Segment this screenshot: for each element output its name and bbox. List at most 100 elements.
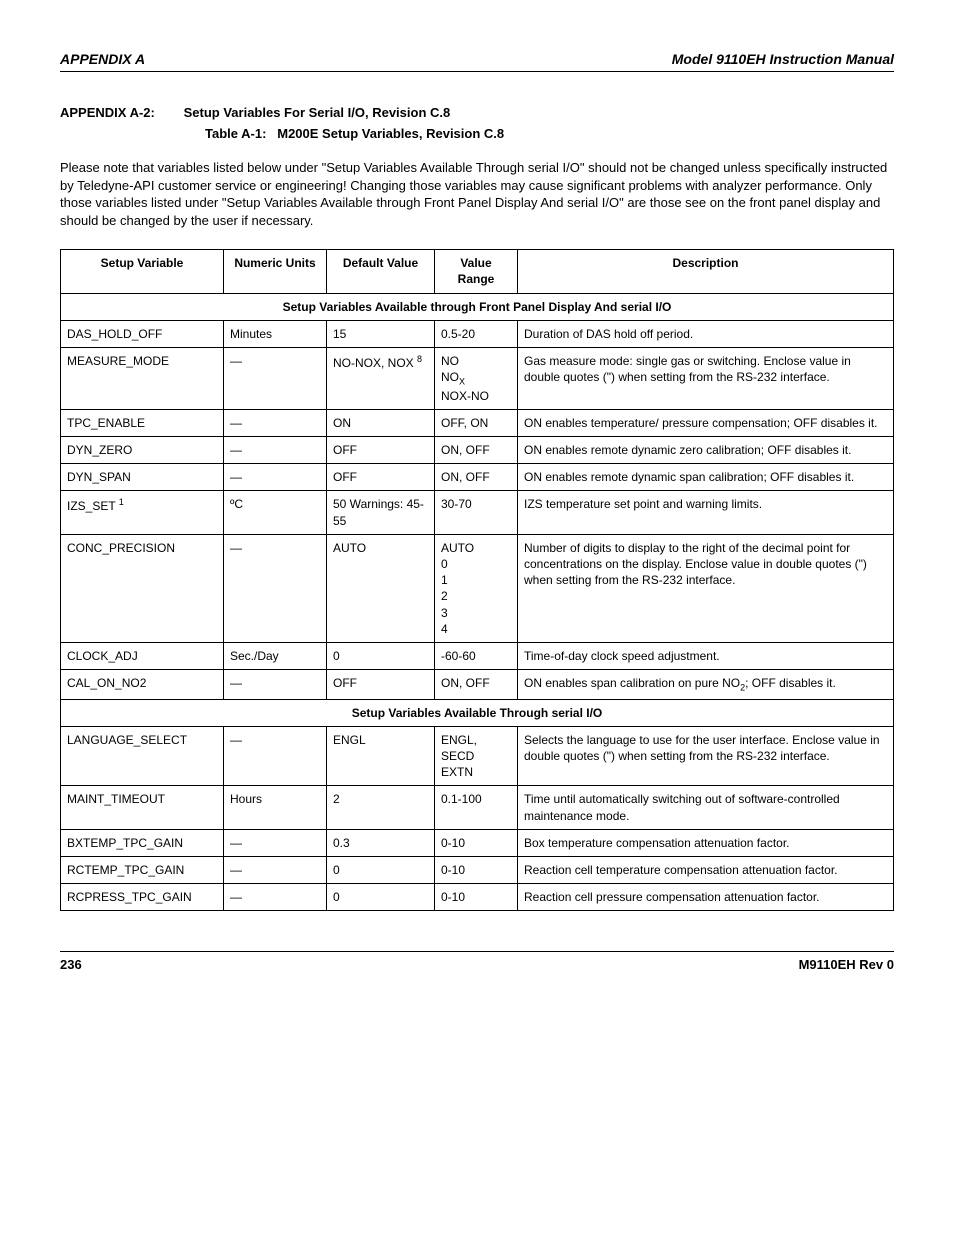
table-cell: RCPRESS_TPC_GAIN [61,884,224,911]
table-row: RCTEMP_TPC_GAIN—00-10Reaction cell tempe… [61,856,894,883]
table-cell: ENGL [327,726,435,786]
header-left: APPENDIX A [60,50,145,69]
table-cell: ENGL, SECDEXTN [435,726,518,786]
table-row: DYN_ZERO—OFFON, OFFON enables remote dyn… [61,437,894,464]
table-section-row: Setup Variables Available through Front … [61,293,894,320]
table-cell: ON, OFF [435,670,518,700]
table-cell: 0.1-100 [435,786,518,829]
table-cell: 0.3 [327,829,435,856]
table-cell: ºC [224,491,327,534]
table-cell: ON, OFF [435,437,518,464]
table-row: MEASURE_MODE—NO-NOX, NOX 8NONOXNOX-NOGas… [61,347,894,409]
table-cell: — [224,884,327,911]
table-cell: CLOCK_ADJ [61,642,224,669]
table-cell: TPC_ENABLE [61,409,224,436]
table-cell: Box temperature compensation attenuation… [518,829,894,856]
table-cell: AUTO [327,534,435,642]
table-cell: Selects the language to use for the user… [518,726,894,786]
table-row: IZS_SET 1ºC50 Warnings: 45-5530-70IZS te… [61,491,894,534]
appendix-number: APPENDIX A-2: [60,104,180,122]
table-cell: — [224,347,327,409]
page-header: APPENDIX A Model 9110EH Instruction Manu… [60,50,894,72]
table-cell: Duration of DAS hold off period. [518,320,894,347]
table-cell: ON enables temperature/ pressure compens… [518,409,894,436]
table-cell: 0.5-20 [435,320,518,347]
table-cell: AUTO01234 [435,534,518,642]
table-title: M200E Setup Variables, Revision C.8 [277,126,504,141]
table-row: CAL_ON_NO2—OFFON, OFFON enables span cal… [61,670,894,700]
table-row: DYN_SPAN—OFFON, OFFON enables remote dyn… [61,464,894,491]
table-cell: — [224,670,327,700]
table-cell: 50 Warnings: 45-55 [327,491,435,534]
col-numeric-units: Numeric Units [224,250,327,293]
table-cell: NONOXNOX-NO [435,347,518,409]
table-row: LANGUAGE_SELECT—ENGLENGL, SECDEXTNSelect… [61,726,894,786]
table-cell: 0-10 [435,884,518,911]
table-cell: Hours [224,786,327,829]
table-cell: ON enables span calibration on pure NO2;… [518,670,894,700]
table-number: Table A-1: [205,126,266,141]
table-cell: MEASURE_MODE [61,347,224,409]
table-cell: 0 [327,642,435,669]
table-cell: 30-70 [435,491,518,534]
table-cell: -60-60 [435,642,518,669]
table-header-row: Setup Variable Numeric Units Default Val… [61,250,894,293]
table-cell: OFF [327,464,435,491]
table-cell: CONC_PRECISION [61,534,224,642]
table-cell: — [224,464,327,491]
table-cell: OFF, ON [435,409,518,436]
table-row: BXTEMP_TPC_GAIN—0.30-10Box temperature c… [61,829,894,856]
table-cell: — [224,726,327,786]
table-cell: LANGUAGE_SELECT [61,726,224,786]
table-cell: ON [327,409,435,436]
table-row: DAS_HOLD_OFFMinutes150.5-20Duration of D… [61,320,894,347]
footer-page-number: 236 [60,956,82,974]
table-row: RCPRESS_TPC_GAIN—00-10Reaction cell pres… [61,884,894,911]
table-cell: Time-of-day clock speed adjustment. [518,642,894,669]
table-cell: 0 [327,856,435,883]
table-cell: MAINT_TIMEOUT [61,786,224,829]
table-cell: Sec./Day [224,642,327,669]
table-row: MAINT_TIMEOUTHours20.1-100Time until aut… [61,786,894,829]
table-cell: — [224,829,327,856]
table-cell: DYN_SPAN [61,464,224,491]
table-cell: ON enables remote dynamic zero calibrati… [518,437,894,464]
table-cell: Reaction cell temperature compensation a… [518,856,894,883]
table-cell: OFF [327,670,435,700]
table-cell: NO-NOX, NOX 8 [327,347,435,409]
table-cell: 0 [327,884,435,911]
table-cell: 0-10 [435,829,518,856]
table-cell: Time until automatically switching out o… [518,786,894,829]
footer-revision: M9110EH Rev 0 [799,956,894,974]
page-footer: 236 M9110EH Rev 0 [60,951,894,974]
col-value-range: Value Range [435,250,518,293]
col-default-value: Default Value [327,250,435,293]
setup-variables-table: Setup Variable Numeric Units Default Val… [60,249,894,911]
table-cell: CAL_ON_NO2 [61,670,224,700]
table-cell: OFF [327,437,435,464]
col-description: Description [518,250,894,293]
table-cell: Reaction cell pressure compensation atte… [518,884,894,911]
table-cell: Minutes [224,320,327,347]
table-row: TPC_ENABLE—ONOFF, ONON enables temperatu… [61,409,894,436]
table-section-cell: Setup Variables Available through Front … [61,293,894,320]
table-row: CONC_PRECISION—AUTOAUTO01234Number of di… [61,534,894,642]
table-cell: ON, OFF [435,464,518,491]
table-cell: IZS temperature set point and warning li… [518,491,894,534]
table-cell: 2 [327,786,435,829]
appendix-title: Setup Variables For Serial I/O, Revision… [184,105,451,120]
table-cell: — [224,409,327,436]
table-cell: RCTEMP_TPC_GAIN [61,856,224,883]
appendix-heading: APPENDIX A-2: Setup Variables For Serial… [60,104,894,122]
table-cell: 15 [327,320,435,347]
table-cell: — [224,856,327,883]
col-setup-variable: Setup Variable [61,250,224,293]
table-caption: Table A-1: M200E Setup Variables, Revisi… [60,125,894,143]
table-cell: — [224,534,327,642]
table-cell: DYN_ZERO [61,437,224,464]
table-cell: IZS_SET 1 [61,491,224,534]
table-cell: DAS_HOLD_OFF [61,320,224,347]
table-cell: — [224,437,327,464]
table-cell: 0-10 [435,856,518,883]
table-section-cell: Setup Variables Available Through serial… [61,699,894,726]
